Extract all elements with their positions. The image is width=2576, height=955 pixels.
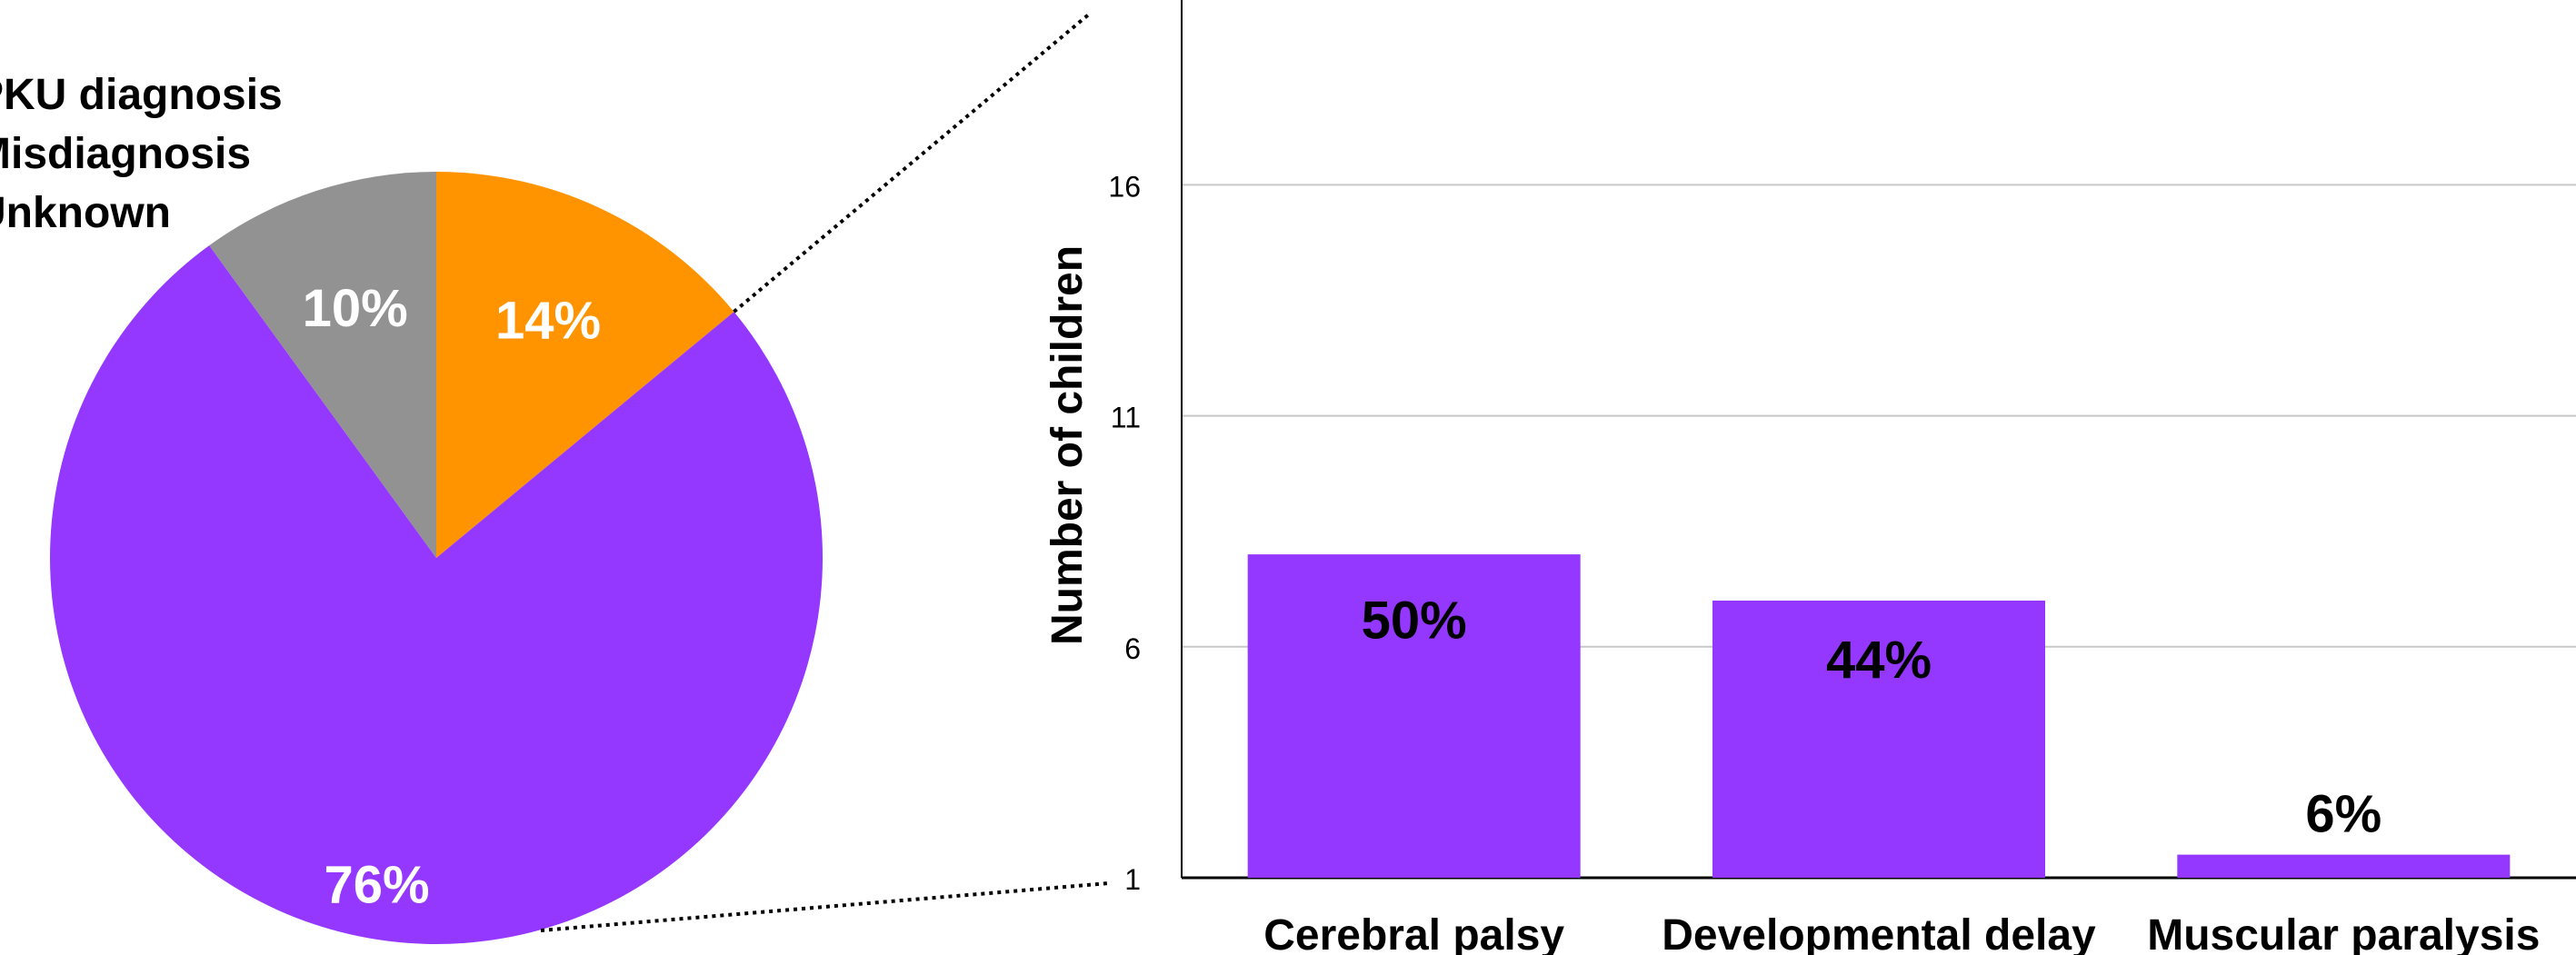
y-tick-label-16: 16 (1108, 170, 1141, 203)
pie-data-label-unknown: 10% (303, 279, 408, 338)
pie-slice-unknown (209, 172, 436, 558)
pie-data-label-pku-diagnosis: 14% (495, 292, 601, 351)
y-tick-label-1: 1 (1124, 863, 1141, 896)
legend-entry-misdiagnosis: Misdiagnosis (0, 130, 251, 178)
connector-line-bottom (540, 881, 1110, 932)
pie-legend: PKU diagnosis Misdiagnosis Unknown (0, 71, 283, 237)
y-axis-title: Number of children (1043, 245, 1092, 645)
pie-data-label-misdiagnosis: 76% (324, 856, 430, 915)
x-tick-label-muscular-paralysis: Muscular paralysis (2147, 911, 2540, 955)
pie-chart: 14% 76% 10% (49, 172, 823, 944)
legend-entry-unknown: Unknown (0, 189, 171, 237)
bar-cerebral-palsy (1247, 554, 1581, 878)
pie-slice-misdiagnosis (49, 245, 823, 944)
legend-entry-pku-diagnosis: PKU diagnosis (0, 71, 283, 119)
y-tick-label-6: 6 (1124, 632, 1141, 665)
breakout-connectors (540, 11, 1110, 932)
pie-slice-pku-diagnosis (436, 172, 734, 558)
bar-data-label-developmental-delay: 44% (1826, 631, 1932, 690)
bar-developmental-delay (1712, 600, 2045, 878)
bar-data-label-muscular-paralysis: 6% (2305, 785, 2381, 844)
x-tick-label-cerebral-palsy: Cerebral palsy (1263, 911, 1564, 955)
x-tick-label-developmental-delay: Developmental delay (1662, 911, 2096, 955)
y-tick-label-11: 11 (1111, 402, 1141, 434)
bar-muscular-paralysis (2177, 854, 2511, 878)
connector-line-top (733, 11, 1093, 313)
bar-data-label-cerebral-palsy: 50% (1362, 591, 1467, 650)
